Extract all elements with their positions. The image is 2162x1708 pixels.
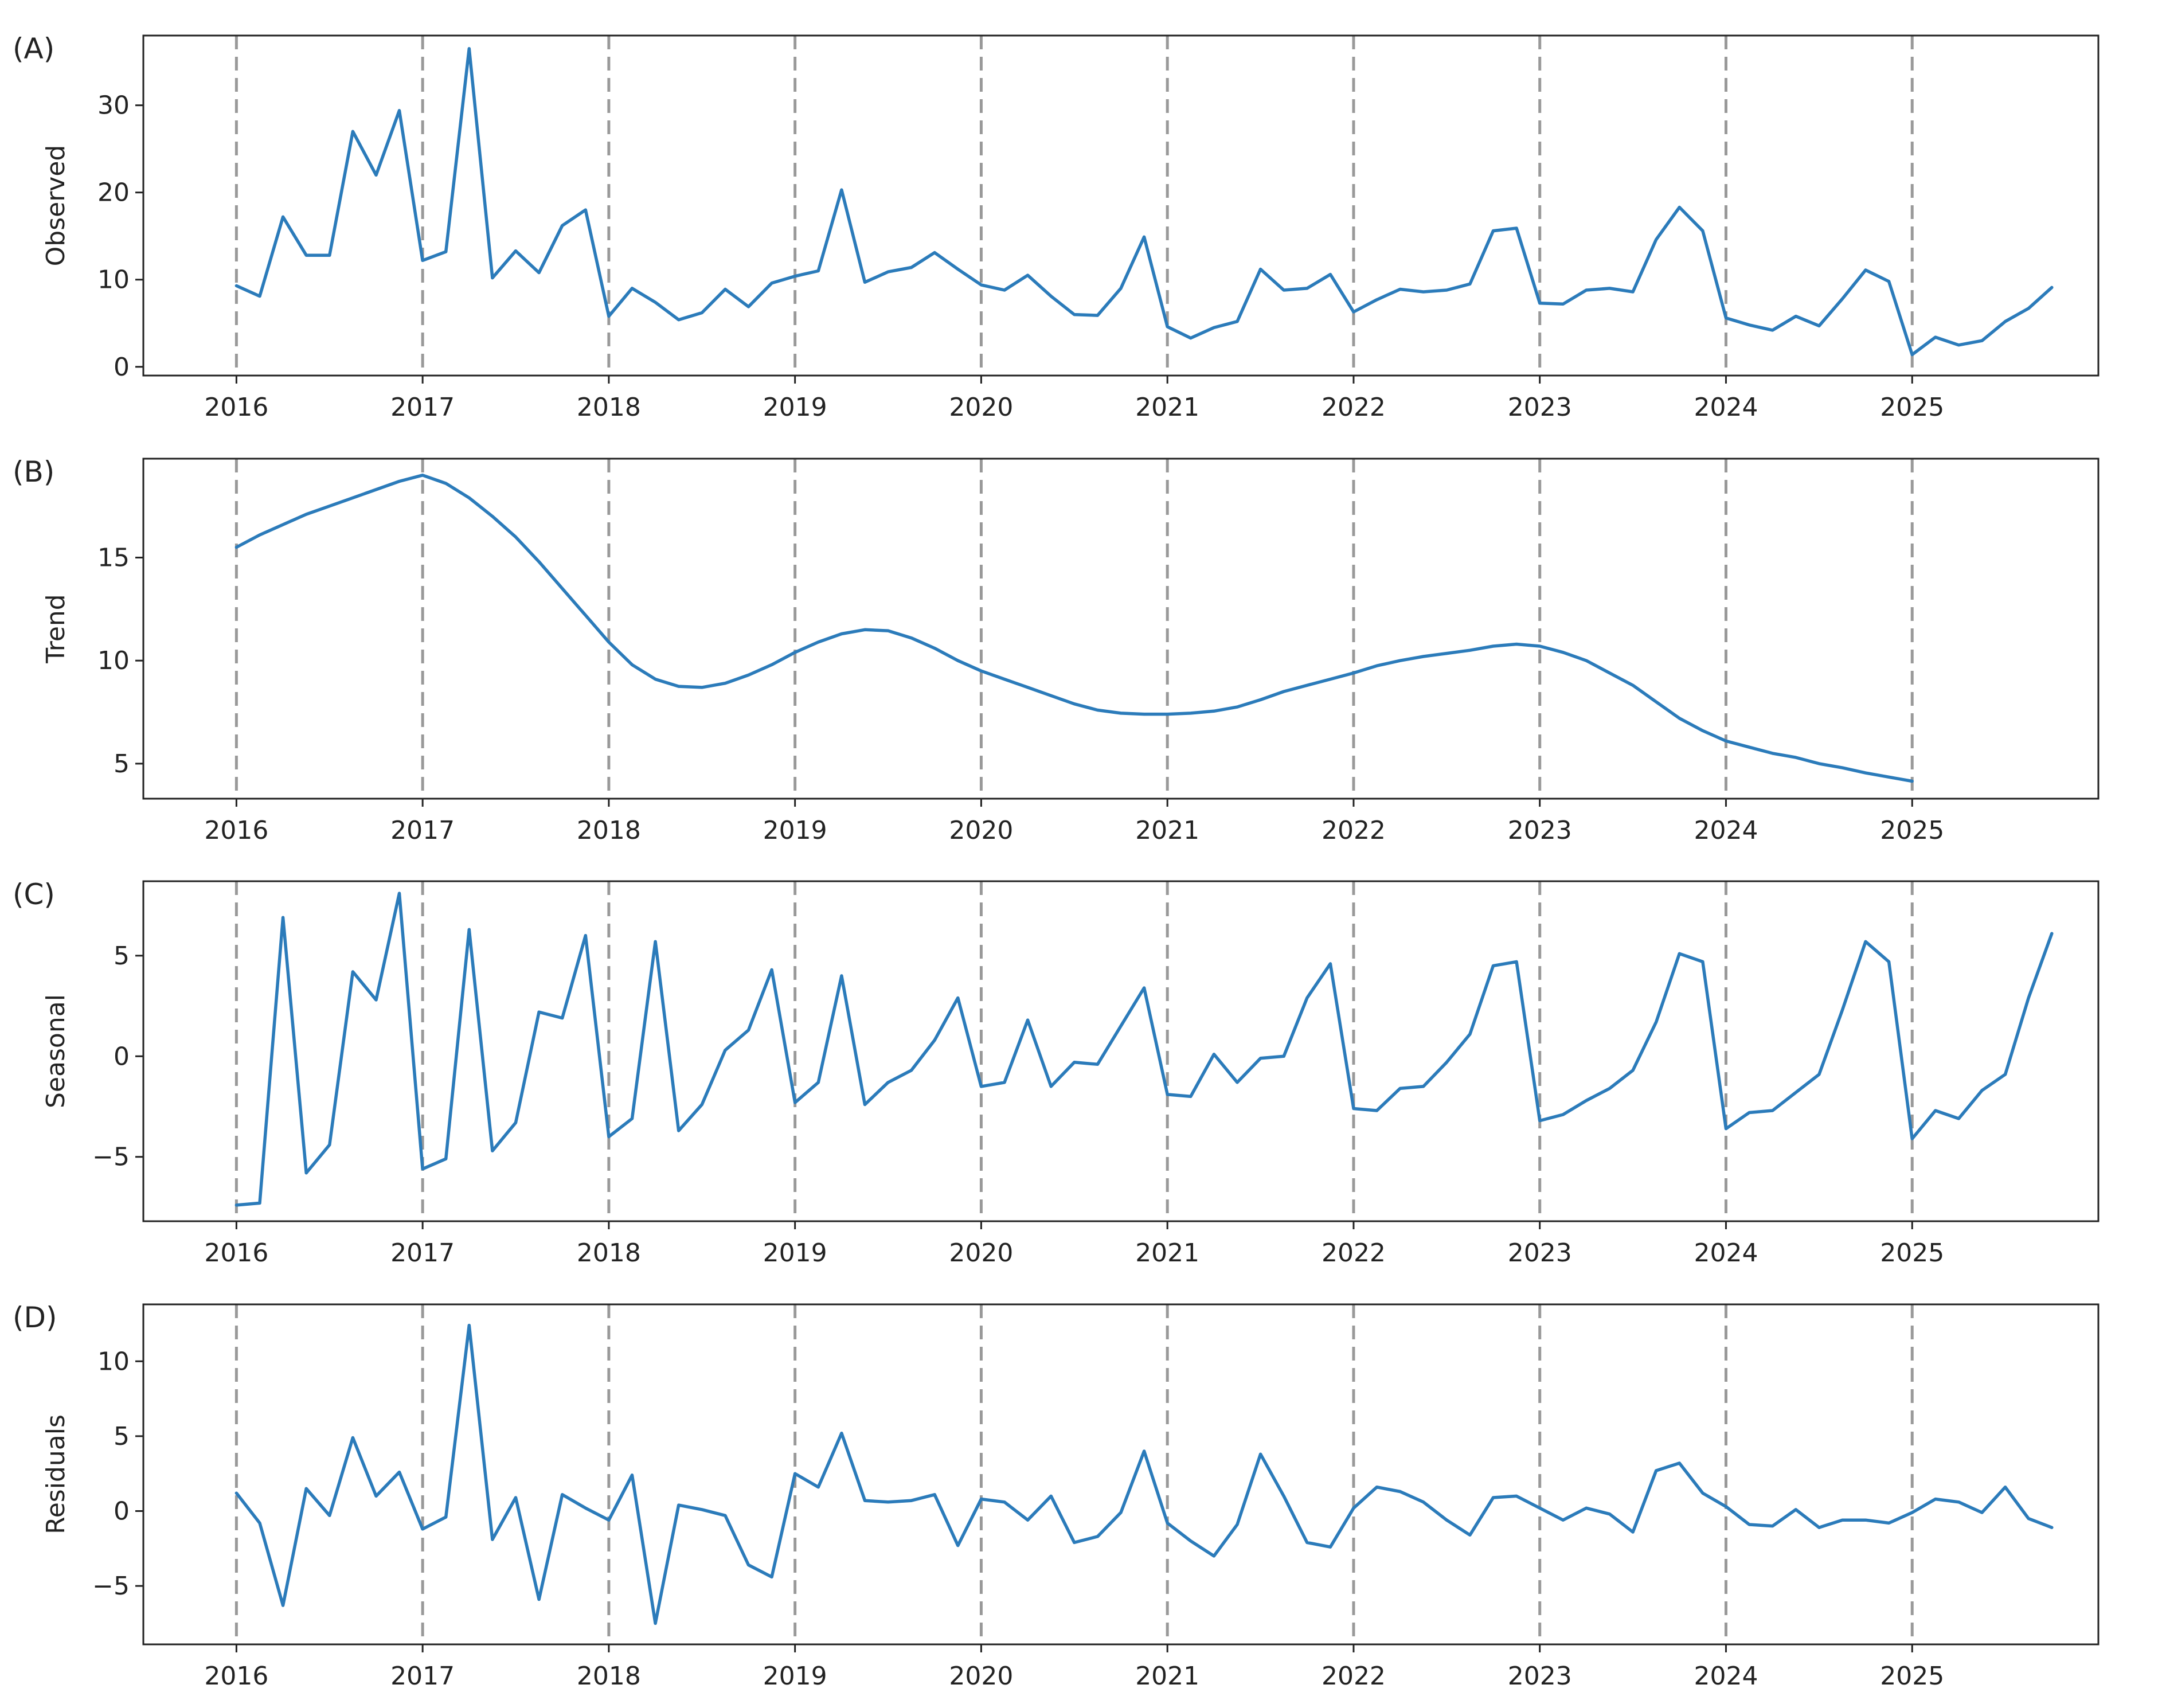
residuals-series-line — [234, 1323, 2054, 1625]
panel-label: (B) — [13, 455, 54, 488]
x-tick-label: 2017 — [390, 1662, 455, 1691]
x-tick-label: 2024 — [1694, 816, 1758, 845]
x-tick-label: 2019 — [763, 1662, 827, 1691]
x-tick-label: 2023 — [1508, 1662, 1572, 1691]
y-tick-label: −5 — [92, 1143, 130, 1172]
observed-axes-frame — [142, 34, 2100, 377]
x-tick-label: 2018 — [577, 1238, 641, 1268]
x-tick-label: 2017 — [390, 393, 455, 422]
x-tick-label: 2021 — [1135, 816, 1199, 845]
residuals-ylabel: Residuals — [41, 1414, 71, 1534]
x-tick-label: 2020 — [949, 393, 1013, 422]
y-tick-label: −5 — [92, 1572, 130, 1601]
y-tick-label: 15 — [97, 544, 130, 573]
trend-axes-frame — [142, 458, 2100, 800]
panel-seasonal: 2016 2017 2018 2019 2020 2021 2022 2023 2024 2025… — [13, 878, 2100, 1268]
x-tick-label: 2016 — [204, 816, 268, 845]
x-tick-label: 2017 — [390, 816, 455, 845]
y-tick-label: 10 — [97, 1347, 130, 1376]
x-tick-label: 2025 — [1880, 1662, 1944, 1691]
x-tick-label: 2018 — [577, 816, 641, 845]
y-tick-label: 30 — [97, 91, 130, 120]
x-tick-label: 2016 — [204, 1238, 268, 1268]
x-tick-label: 2025 — [1880, 393, 1944, 422]
trend-ylabel: Trend — [41, 594, 71, 663]
x-tick-label: 2024 — [1694, 1238, 1758, 1268]
x-tick-label: 2024 — [1694, 1662, 1758, 1691]
x-tick-label: 2021 — [1135, 1662, 1199, 1691]
y-tick-label: 0 — [114, 353, 130, 382]
y-tick-label: 5 — [114, 1422, 130, 1451]
x-tick-label: 2022 — [1322, 1238, 1386, 1268]
panel-label: (C) — [13, 878, 55, 911]
seasonal-axes-frame — [142, 880, 2100, 1222]
observed-ylabel: Observed — [41, 145, 71, 267]
x-tick-label: 2016 — [204, 393, 268, 422]
x-tick-label: 2020 — [949, 1662, 1013, 1691]
x-tick-label: 2022 — [1322, 1662, 1386, 1691]
panel-observed: 2016 2017 2018 2019 2020 2021 2022 2023 2024 2025… — [13, 32, 2100, 422]
panel-residuals: 2016 2017 2018 2019 2020 2021 2022 2023 2024 2025… — [13, 1301, 2100, 1691]
x-tick-label: 2018 — [577, 393, 641, 422]
x-tick-label: 2019 — [763, 393, 827, 422]
x-tick-label: 2019 — [763, 816, 827, 845]
x-tick-label: 2022 — [1322, 393, 1386, 422]
y-tick-label: 5 — [114, 749, 130, 779]
x-tick-label: 2021 — [1135, 393, 1199, 422]
x-tick-label: 2023 — [1508, 393, 1572, 422]
x-tick-label: 2023 — [1508, 816, 1572, 845]
x-tick-label: 2020 — [949, 1238, 1013, 1268]
observed-series-line — [234, 47, 2054, 357]
y-tick-label: 20 — [97, 178, 130, 208]
y-tick-label: 0 — [114, 1042, 130, 1071]
x-tick-label: 2017 — [390, 1238, 455, 1268]
panel-label: (D) — [13, 1301, 57, 1334]
panel-trend: 2016 2017 2018 2019 2020 2021 2022 2023 2024 2025… — [13, 455, 2100, 845]
x-tick-label: 2021 — [1135, 1238, 1199, 1268]
x-tick-label: 2023 — [1508, 1238, 1572, 1268]
y-tick-label: 10 — [97, 265, 130, 295]
y-tick-label: 5 — [114, 941, 130, 971]
x-tick-label: 2025 — [1880, 1238, 1944, 1268]
trend-series-line — [234, 474, 1914, 783]
x-tick-label: 2022 — [1322, 816, 1386, 845]
residuals-axes-frame — [142, 1303, 2100, 1646]
y-tick-label: 10 — [97, 646, 130, 675]
x-tick-label: 2019 — [763, 1238, 827, 1268]
panel-label: (A) — [13, 32, 54, 65]
x-tick-label: 2016 — [204, 1662, 268, 1691]
x-tick-label: 2025 — [1880, 816, 1944, 845]
seasonal-ylabel: Seasonal — [41, 994, 71, 1108]
x-tick-label: 2020 — [949, 816, 1013, 845]
y-tick-label: 0 — [114, 1497, 130, 1526]
x-tick-label: 2018 — [577, 1662, 641, 1691]
seasonal-series-line — [234, 892, 2054, 1207]
x-tick-label: 2024 — [1694, 393, 1758, 422]
